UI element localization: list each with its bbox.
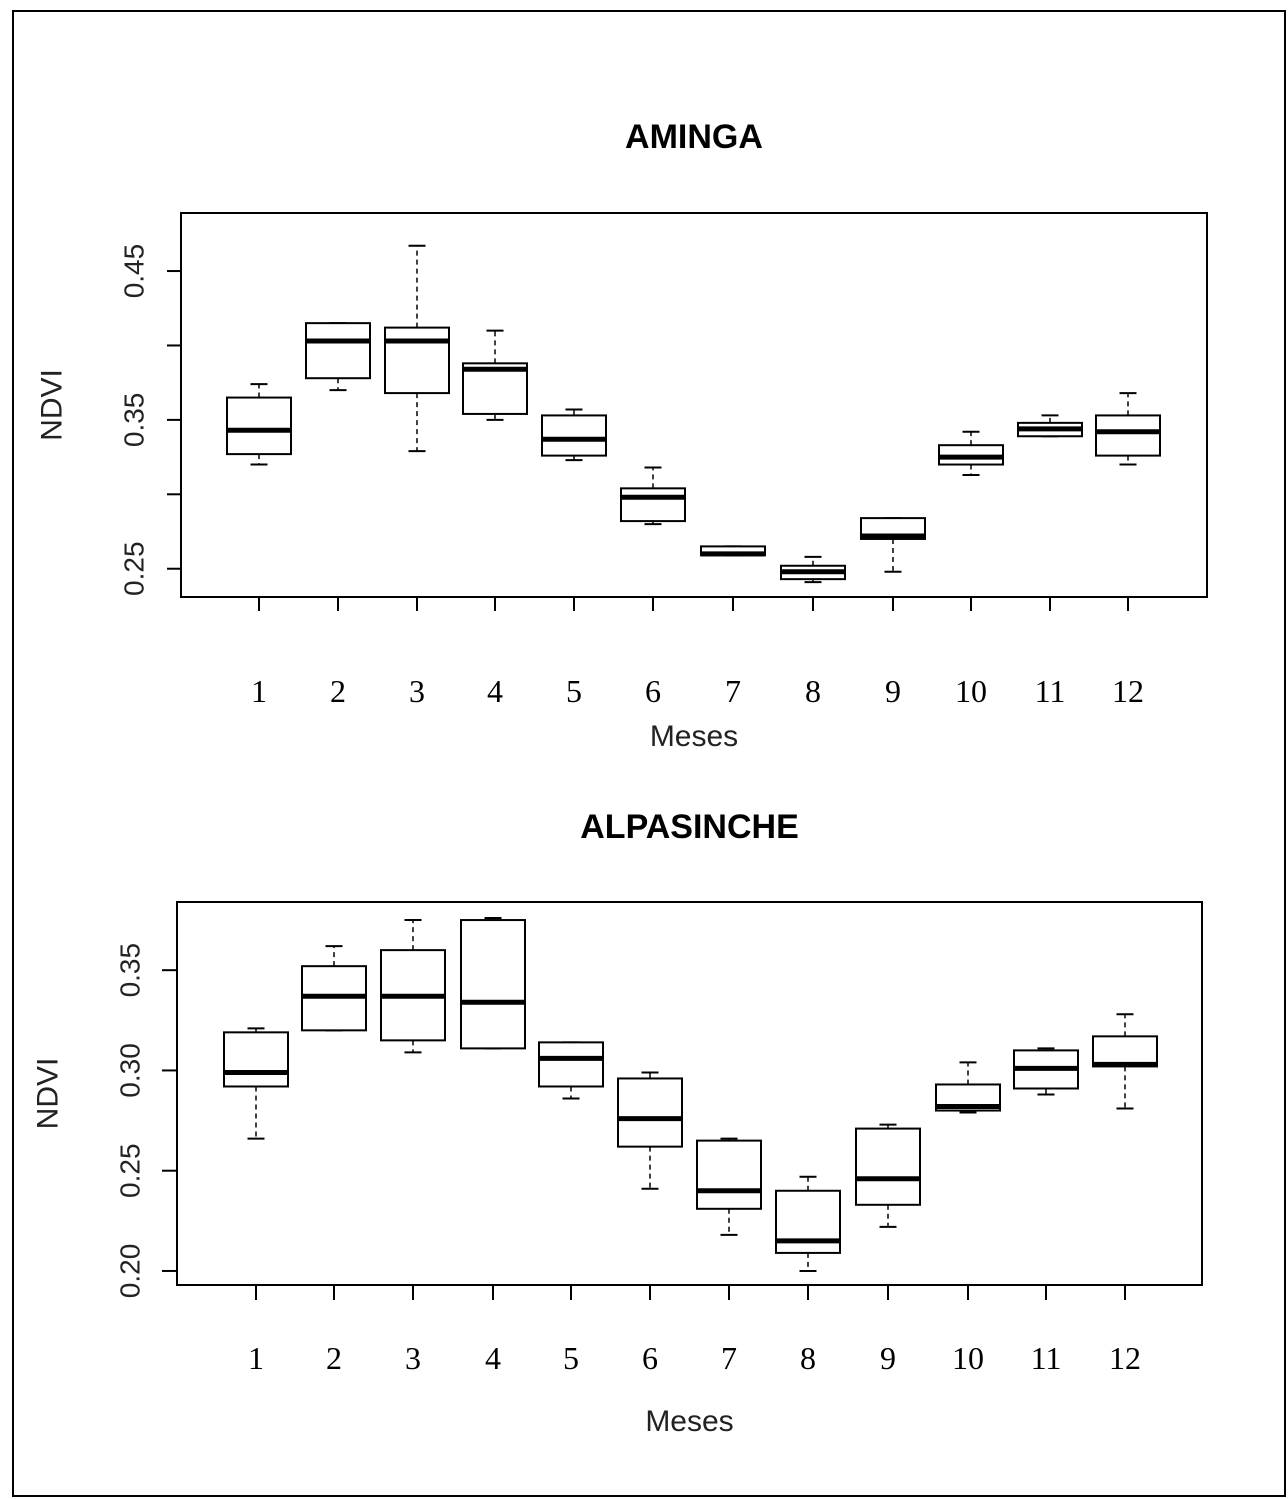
y-tick-label: 0.35: [115, 943, 146, 998]
box-10: 10: [935, 1061, 1001, 1376]
box-6: 6: [620, 466, 686, 709]
x-tick-label: 5: [563, 1340, 579, 1376]
x-tick-label: 4: [487, 673, 503, 709]
box-4: 4: [462, 329, 528, 709]
x-tick-label: 5: [566, 673, 582, 709]
x-tick-label: 2: [326, 1340, 342, 1376]
x-tick-label: 10: [955, 673, 987, 709]
y-tick-label: 0.30: [115, 1043, 146, 1098]
box-body: [775, 1189, 841, 1254]
box-9: 9: [855, 1123, 921, 1376]
x-tick-label: 2: [330, 673, 346, 709]
x-tick-label: 3: [405, 1340, 421, 1376]
x-tick-label: 6: [645, 673, 661, 709]
box-1: 1: [226, 383, 292, 709]
x-tick-label: 7: [721, 1340, 737, 1376]
figure-frame: [12, 10, 1286, 1497]
box-3: 3: [384, 244, 450, 709]
box-11: 11: [1017, 414, 1083, 709]
x-tick-label: 12: [1109, 1340, 1141, 1376]
box-1: 1: [223, 1027, 289, 1376]
x-axis-label: Meses: [645, 1405, 733, 1438]
box-12: 12: [1092, 1013, 1158, 1376]
box-3: 3: [380, 919, 446, 1376]
x-tick-label: 6: [642, 1340, 658, 1376]
x-tick-label: 1: [248, 1340, 264, 1376]
box-body: [1092, 1035, 1158, 1068]
x-tick-label: 1: [251, 673, 267, 709]
box-body: [1095, 414, 1161, 457]
y-tick-label: 0.20: [115, 1244, 146, 1299]
x-tick-label: 7: [725, 673, 741, 709]
box-11: 11: [1013, 1047, 1079, 1376]
box-body: [226, 396, 292, 456]
box-5: 5: [541, 408, 607, 709]
x-tick-label: 8: [800, 1340, 816, 1376]
chart-title: ALPASINCHE: [580, 808, 799, 846]
y-tick-label: 0.35: [119, 393, 150, 448]
plot-frame: [180, 212, 1208, 598]
box-body: [223, 1031, 289, 1088]
x-tick-label: 10: [952, 1340, 984, 1376]
x-tick-label: 11: [1031, 1340, 1062, 1376]
x-tick-label: 9: [880, 1340, 896, 1376]
y-tick-label: 0.25: [119, 541, 150, 596]
box-body: [541, 414, 607, 457]
x-tick-label: 11: [1035, 673, 1066, 709]
y-axis-label: NDVI: [32, 1058, 65, 1130]
x-tick-label: 3: [409, 673, 425, 709]
x-axis-label: Meses: [650, 720, 738, 753]
box-7: 7: [696, 1137, 762, 1376]
box-6: 6: [617, 1071, 683, 1376]
box-9: 9: [860, 517, 926, 709]
box-12: 12: [1095, 392, 1161, 709]
box-body: [696, 1139, 762, 1210]
box-body: [305, 322, 371, 380]
x-tick-label: 9: [885, 673, 901, 709]
plot-frame: [176, 901, 1203, 1286]
y-tick-label: 0.45: [119, 244, 150, 299]
box-body: [460, 919, 526, 1050]
chart-title: AMINGA: [625, 118, 763, 156]
x-tick-label: 8: [805, 673, 821, 709]
box-8: 8: [780, 555, 846, 709]
box-2: 2: [301, 945, 367, 1376]
box-8: 8: [775, 1175, 841, 1376]
box-body: [620, 487, 686, 523]
x-tick-label: 12: [1112, 673, 1144, 709]
box-body: [384, 326, 450, 395]
x-tick-label: 4: [485, 1340, 501, 1376]
box-4: 4: [460, 917, 526, 1376]
box-5: 5: [538, 1041, 604, 1376]
box-body: [538, 1041, 604, 1088]
box-7: 7: [700, 545, 766, 709]
box-body: [617, 1077, 683, 1148]
box-body: [855, 1127, 921, 1206]
box-10: 10: [938, 430, 1004, 709]
box-2: 2: [305, 322, 371, 709]
y-axis-label: NDVI: [36, 369, 69, 441]
y-tick-label: 0.25: [115, 1143, 146, 1198]
